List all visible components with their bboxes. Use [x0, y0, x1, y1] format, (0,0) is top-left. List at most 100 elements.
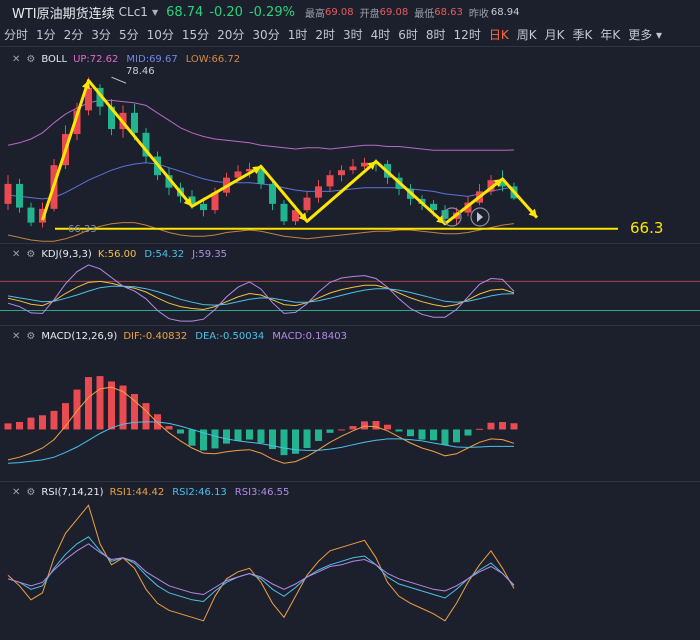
macd-bar	[211, 429, 219, 449]
open-value: 69.08	[379, 6, 409, 18]
rsi-name: RSI(7,14,21)	[41, 486, 104, 498]
symbol-code[interactable]: CLc1	[118, 5, 148, 19]
tab-5[interactable]: 10分	[146, 28, 174, 42]
gear-icon[interactable]: ⚙	[26, 330, 36, 342]
candle-body	[280, 203, 288, 222]
candle-body	[499, 180, 506, 187]
close-icon[interactable]: ✕	[12, 53, 21, 65]
low-value: 68.63	[434, 6, 463, 18]
tab-9[interactable]: 1时	[287, 28, 308, 42]
tab-17[interactable]: 周K	[516, 28, 537, 42]
tab-14[interactable]: 8时	[425, 28, 446, 42]
divider	[0, 243, 700, 244]
macd-bar	[303, 429, 311, 449]
boll-header: ✕ ⚙ BOLL UP:72.62 MID:69.67 LOW:66.72	[0, 51, 248, 67]
macd-bar	[142, 403, 150, 430]
price-change-pct: -0.29%	[248, 4, 295, 20]
kdj-k-line	[7, 280, 515, 311]
candle-body	[4, 183, 12, 204]
macd-bar	[395, 429, 403, 432]
macd-bar	[418, 429, 426, 440]
low-label: 最低	[414, 8, 435, 20]
tab-21[interactable]: 更多 ▾	[628, 28, 663, 42]
macd-bar	[361, 421, 368, 430]
rsi2-value: RSI2:46.13	[172, 486, 227, 498]
last-price: 68.74	[166, 4, 204, 20]
tab-7[interactable]: 20分	[217, 28, 245, 42]
macd-bar	[188, 429, 196, 446]
candle-body	[85, 87, 92, 111]
candle-body	[27, 207, 35, 223]
macd-bar	[384, 424, 391, 430]
tab-6[interactable]: 15分	[181, 28, 210, 42]
macd-bar	[257, 429, 265, 443]
close-icon[interactable]: ✕	[12, 248, 21, 260]
tab-20[interactable]: 年K	[600, 28, 621, 42]
tab-10[interactable]: 2时	[315, 28, 335, 42]
tab-3[interactable]: 3分	[91, 28, 111, 42]
macd-bar	[338, 429, 345, 431]
min-price-label: 66.33	[68, 224, 97, 235]
candle-body	[487, 180, 495, 192]
boll-up-value: UP:72.62	[73, 53, 119, 65]
rsi3-line	[7, 543, 515, 596]
macd-bar	[223, 429, 230, 444]
tab-4[interactable]: 5分	[118, 28, 139, 42]
macd-bar	[349, 426, 357, 430]
tab-15[interactable]: 12时	[453, 28, 481, 42]
tab-16[interactable]: 日K	[488, 28, 509, 42]
kdj-k-value: K:56.00	[97, 248, 137, 260]
kdj-j-line	[7, 264, 515, 322]
macd-bar	[430, 429, 437, 441]
macd-value: MACD:0.18403	[272, 330, 347, 342]
tab-8[interactable]: 30分	[252, 28, 280, 42]
macd-bar	[280, 429, 288, 456]
macd-bar	[487, 422, 495, 430]
close-icon[interactable]: ✕	[12, 330, 21, 342]
tab-13[interactable]: 6时	[398, 28, 418, 42]
macd-header: ✕ ⚙ MACD(12,26,9) DIF:-0.40832 DEA:-0.50…	[0, 328, 355, 344]
open-label: 开盘	[359, 8, 380, 20]
candle-body	[246, 168, 253, 172]
support-level-label: 66.3	[630, 219, 664, 237]
candle-body	[73, 110, 81, 135]
macd-bar	[27, 417, 35, 430]
macd-name: MACD(12,26,9)	[41, 330, 118, 342]
macd-bar	[326, 429, 334, 433]
macd-dif-value: DIF:-0.40832	[123, 330, 188, 342]
tab-11[interactable]: 3时	[342, 28, 363, 42]
tab-18[interactable]: 月K	[544, 28, 565, 42]
tab-12[interactable]: 4时	[370, 28, 391, 42]
candle-body	[349, 166, 357, 171]
high-value: 69.08	[324, 6, 354, 18]
symbol-name[interactable]: WTI原油期货连续	[12, 6, 115, 22]
macd-bar	[62, 403, 69, 430]
candle-body	[108, 106, 115, 130]
prev-close-label: 昨收	[468, 8, 489, 20]
tab-2[interactable]: 2分	[63, 28, 84, 42]
rsi1-value: RSI1:44.42	[109, 486, 165, 498]
boll-up-line	[7, 99, 515, 151]
max-marker	[111, 76, 127, 84]
macd-bar	[441, 429, 449, 445]
chevron-down-icon[interactable]: ▼	[151, 7, 159, 17]
divider	[0, 481, 700, 482]
high-label: 最高	[304, 8, 325, 20]
rsi3-value: RSI3:46.55	[234, 486, 290, 498]
macd-bar	[246, 429, 253, 440]
gear-icon[interactable]: ⚙	[26, 53, 36, 65]
close-icon[interactable]: ✕	[12, 486, 21, 498]
tab-19[interactable]: 季K	[572, 28, 593, 42]
macd-bar	[85, 377, 92, 430]
macd-bar	[39, 415, 46, 430]
kdj-name: KDJ(9,3,3)	[41, 248, 92, 260]
rsi1-line	[7, 504, 515, 622]
tab-1[interactable]: 1分	[36, 28, 56, 42]
candle-body	[326, 175, 334, 187]
gear-icon[interactable]: ⚙	[26, 248, 36, 260]
tab-0[interactable]: 分时	[4, 28, 29, 42]
arrow-head	[252, 166, 261, 175]
gear-icon[interactable]: ⚙	[26, 486, 36, 498]
macd-bar	[4, 423, 12, 430]
